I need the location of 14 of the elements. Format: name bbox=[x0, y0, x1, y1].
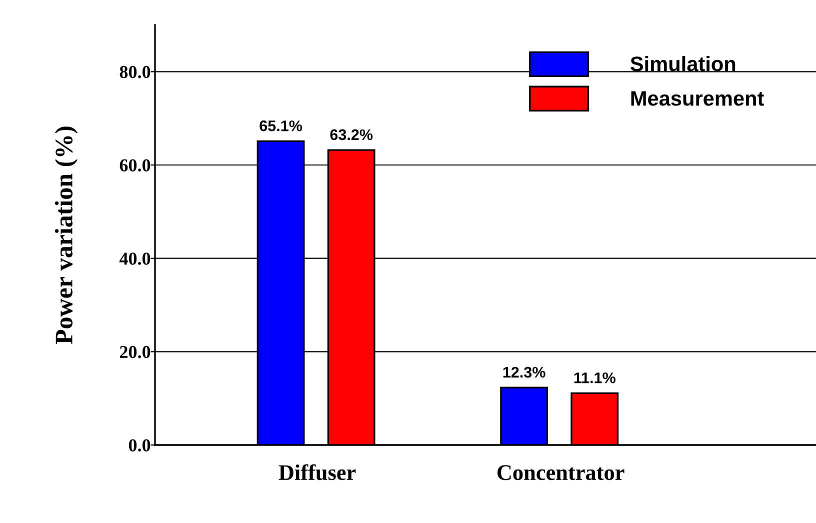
legend-label: Simulation bbox=[630, 56, 736, 72]
data-label: 65.1% bbox=[260, 120, 302, 132]
y-tick-label: 60.0 bbox=[120, 159, 150, 172]
x-tick-label: Diffuser bbox=[278, 464, 356, 480]
y-tick-label: 80.0 bbox=[120, 66, 150, 78]
y-tick-label: 20.0 bbox=[120, 346, 150, 358]
data-label: 12.3% bbox=[503, 366, 546, 378]
legend-label: Measurement bbox=[631, 91, 764, 106]
y-tick-label: 40.0 bbox=[119, 252, 150, 265]
y-axis-title: Power variation (%) bbox=[54, 126, 78, 344]
x-tick-label: Concentrator bbox=[497, 465, 624, 480]
data-label: 11.1% bbox=[574, 372, 616, 384]
data-label: 63.2% bbox=[330, 129, 373, 140]
y-tick-label: 0.0 bbox=[128, 439, 150, 452]
